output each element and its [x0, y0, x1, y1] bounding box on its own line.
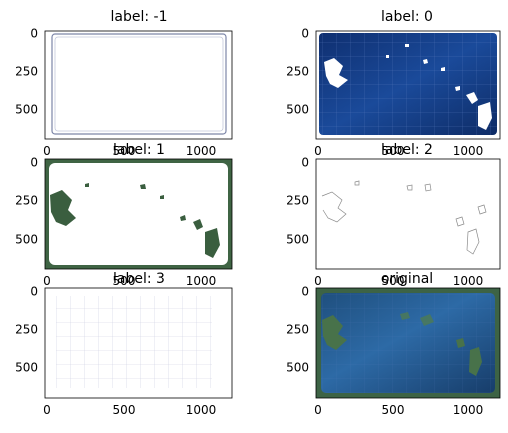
x-tick-label: 500 — [113, 144, 136, 158]
graticule — [56, 296, 212, 388]
land-hole — [466, 92, 478, 104]
coastline — [354, 180, 360, 186]
axes-frame — [44, 30, 233, 140]
x-tick-label: 0 — [314, 403, 322, 417]
x-tick-label: 1000 — [186, 403, 217, 417]
panel-label-0: label: 0 0 250 500 0 500 1000 — [286, 9, 501, 158]
axes-frame — [44, 158, 233, 270]
x-tick-label: 0 — [43, 144, 51, 158]
y-tick-label: 250 — [15, 194, 38, 208]
panel-label-3: label: 3 0 250 500 0 500 1000 — [15, 271, 233, 417]
land-patch — [160, 195, 164, 199]
y-tick-label: 250 — [15, 65, 38, 79]
x-tick-label: 500 — [113, 403, 136, 417]
x-tick-label: 500 — [382, 274, 405, 288]
panel-title: label: 3 — [113, 271, 165, 287]
y-tick-label: 250 — [286, 65, 309, 79]
coastline — [321, 191, 347, 223]
panel-title: label: 2 — [381, 142, 433, 158]
land-patch — [140, 184, 146, 189]
land-hole — [455, 86, 460, 91]
y-tick-label: 500 — [286, 233, 309, 247]
y-tick-label: 500 — [286, 103, 309, 117]
x-tick-label: 0 — [314, 144, 322, 158]
land-hole — [478, 102, 492, 130]
panel-label-2: label: 2 0 250 500 0 500 1000 — [286, 142, 501, 288]
panel-title: label: 1 — [113, 142, 165, 158]
land-hole — [423, 59, 428, 64]
x-tick-label: 1000 — [186, 144, 217, 158]
panel-title: original — [381, 271, 433, 287]
x-tick-label: 1000 — [453, 403, 484, 417]
y-tick-label: 0 — [301, 27, 309, 41]
panel-label-minus1: label: -1 0 250 500 0 500 1000 — [15, 9, 233, 158]
graticule — [319, 33, 497, 135]
original-land — [469, 347, 482, 376]
x-tick-label: 0 — [43, 274, 51, 288]
x-tick-label: 500 — [382, 403, 405, 417]
coastline — [477, 204, 487, 215]
original-land — [420, 314, 434, 326]
y-tick-label: 500 — [15, 233, 38, 247]
boundary-outline — [51, 33, 227, 135]
x-tick-label: 1000 — [453, 144, 484, 158]
y-tick-label: 250 — [15, 323, 38, 337]
image-area — [316, 159, 500, 269]
y-tick-label: 500 — [15, 361, 38, 375]
y-tick-label: 0 — [30, 285, 38, 299]
y-tick-label: 500 — [286, 361, 309, 375]
axes-frame — [315, 287, 501, 399]
coastline — [466, 228, 480, 255]
land-patch — [85, 183, 89, 187]
land-hole — [441, 67, 445, 71]
axes-frame — [44, 287, 233, 399]
coastline — [424, 183, 432, 192]
land-hole — [386, 55, 389, 58]
original-land — [322, 315, 347, 350]
original-graticule — [321, 293, 495, 393]
original-land — [456, 338, 465, 348]
y-tick-label: 0 — [30, 27, 38, 41]
image-area — [45, 31, 232, 139]
land-patch — [50, 190, 76, 226]
y-tick-label: 250 — [286, 323, 309, 337]
y-tick-label: 0 — [301, 285, 309, 299]
coastline — [455, 216, 465, 227]
panel-label-1: label: 1 0 250 500 0 500 1000 — [15, 142, 233, 288]
land-patch — [193, 219, 203, 230]
x-tick-label: 1000 — [453, 274, 484, 288]
land-hole — [405, 44, 409, 47]
x-tick-label: 500 — [113, 274, 136, 288]
x-tick-label: 1000 — [186, 274, 217, 288]
panel-original: original 0 250 500 0 500 1000 — [286, 271, 501, 417]
y-tick-label: 0 — [30, 156, 38, 170]
x-tick-label: 0 — [314, 274, 322, 288]
ocean-hole — [49, 163, 228, 265]
original-land — [400, 312, 410, 320]
land-hole — [324, 58, 348, 88]
axes-frame — [315, 158, 501, 270]
panel-title: label: -1 — [111, 9, 168, 25]
y-tick-label: 500 — [15, 103, 38, 117]
coastline — [406, 184, 413, 191]
y-tick-label: 250 — [286, 194, 309, 208]
x-tick-label: 500 — [382, 144, 405, 158]
panel-title: label: 0 — [381, 9, 433, 25]
y-tick-label: 0 — [301, 156, 309, 170]
axes-frame — [315, 30, 501, 140]
land-patch — [205, 228, 220, 258]
land-patch — [180, 215, 186, 221]
boundary-outline-inner — [54, 36, 224, 132]
x-tick-label: 0 — [43, 403, 51, 417]
